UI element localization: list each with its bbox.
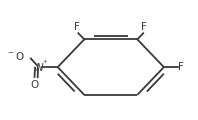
Text: $^+$: $^+$	[41, 58, 49, 67]
Text: $N$: $N$	[35, 61, 45, 73]
Text: $^-$O: $^-$O	[6, 50, 25, 62]
Text: F: F	[178, 62, 184, 72]
Text: F: F	[74, 22, 80, 32]
Text: O: O	[30, 80, 38, 90]
Text: F: F	[141, 22, 147, 32]
